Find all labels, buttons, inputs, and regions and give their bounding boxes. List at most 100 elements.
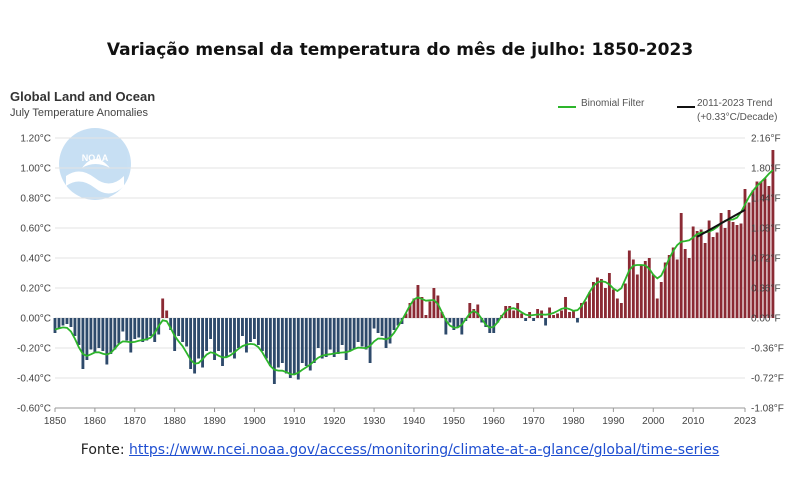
bar	[53, 318, 57, 333]
bar	[667, 255, 671, 318]
bar	[755, 181, 759, 318]
bar	[520, 313, 524, 318]
bar	[655, 298, 659, 318]
bar	[316, 318, 320, 348]
source-link[interactable]: https://www.ncei.noaa.gov/access/monitor…	[129, 442, 720, 458]
y-left-tick-label: 1.20°C	[20, 134, 51, 145]
bar	[268, 318, 272, 366]
y-right-tick-label: 1.08°F	[751, 224, 781, 235]
bar	[360, 318, 364, 347]
bar	[125, 318, 129, 341]
y-right-tick-label: 0.36°F	[751, 284, 781, 295]
x-tick-label: 1940	[403, 416, 426, 427]
x-tick-label: 1950	[443, 416, 466, 427]
legend-trend-label[interactable]: 2011-2023 Trend (+0.33°C/Decade)	[697, 98, 778, 123]
x-tick-label: 1870	[124, 416, 147, 427]
bar	[472, 309, 476, 318]
noaa-logo-text: NOAA	[82, 153, 109, 163]
x-tick-label: 1890	[203, 416, 226, 427]
bar	[73, 318, 77, 336]
bar	[603, 288, 607, 318]
bar	[225, 318, 228, 357]
bar	[137, 318, 141, 338]
bar	[508, 306, 512, 318]
bar	[683, 249, 687, 318]
bar	[711, 237, 715, 318]
bar	[121, 318, 125, 332]
y-left-tick-label: 0.00°C	[20, 314, 51, 325]
bar	[61, 318, 65, 326]
chart-subtitle: July Temperature Anomalies	[10, 107, 148, 119]
bar	[568, 312, 571, 318]
bar	[177, 318, 181, 336]
bar	[675, 259, 679, 318]
bar	[161, 298, 165, 318]
bar	[544, 318, 548, 326]
bar	[627, 250, 631, 318]
bar	[691, 226, 695, 318]
bar	[596, 277, 599, 318]
bar	[707, 220, 711, 318]
bar	[643, 261, 647, 318]
bar	[420, 297, 424, 318]
bar	[93, 318, 97, 353]
trend-line	[696, 209, 746, 238]
bar	[695, 231, 699, 318]
bar	[165, 310, 169, 318]
bar	[715, 232, 719, 318]
y-left-tick-label: 0.80°C	[20, 194, 51, 205]
bar	[233, 318, 236, 359]
bar	[249, 318, 252, 342]
bar	[237, 318, 240, 348]
bar	[153, 318, 157, 342]
x-tick-label: 1910	[283, 416, 306, 427]
bar	[687, 258, 691, 318]
bar	[484, 318, 488, 327]
bar	[735, 225, 739, 318]
bar	[428, 301, 432, 318]
bar	[352, 318, 356, 350]
bar	[65, 318, 69, 324]
bar	[336, 318, 340, 354]
bar	[181, 318, 185, 342]
source-prefix: Fonte:	[80, 442, 130, 458]
bar	[572, 310, 575, 318]
y-right-tick-label: 1.80°F	[751, 164, 781, 175]
x-tick-label: 1970	[522, 416, 545, 427]
bar	[117, 318, 121, 344]
x-tick-label: 1980	[562, 416, 585, 427]
bar	[133, 318, 137, 339]
bar	[771, 150, 775, 318]
bar	[312, 318, 316, 363]
binomial-filter-line	[54, 169, 774, 376]
bar	[440, 312, 444, 318]
bar	[416, 285, 420, 318]
bar	[623, 283, 627, 318]
x-tick-label: 1900	[243, 416, 266, 427]
bar	[727, 210, 731, 318]
bar	[245, 318, 248, 353]
bar	[588, 292, 591, 318]
bar	[556, 313, 559, 318]
bar-series	[53, 150, 775, 384]
x-tick-label: 2023	[734, 416, 757, 427]
bar	[631, 259, 635, 318]
bar	[221, 318, 224, 366]
bar	[69, 318, 73, 327]
bar	[548, 307, 551, 318]
bar	[384, 318, 388, 348]
bar	[105, 318, 109, 365]
bar	[304, 318, 308, 366]
x-tick-label: 2010	[682, 416, 705, 427]
bar	[272, 318, 276, 384]
bar	[580, 303, 583, 318]
bar	[129, 318, 133, 353]
bar	[619, 303, 623, 318]
bar	[85, 318, 89, 360]
legend-binomial-label[interactable]: Binomial Filter	[581, 98, 645, 109]
bar	[340, 318, 344, 345]
bar	[412, 298, 416, 318]
bar	[751, 190, 755, 318]
bar	[763, 178, 767, 318]
chart-title: Global Land and Ocean	[10, 89, 156, 104]
